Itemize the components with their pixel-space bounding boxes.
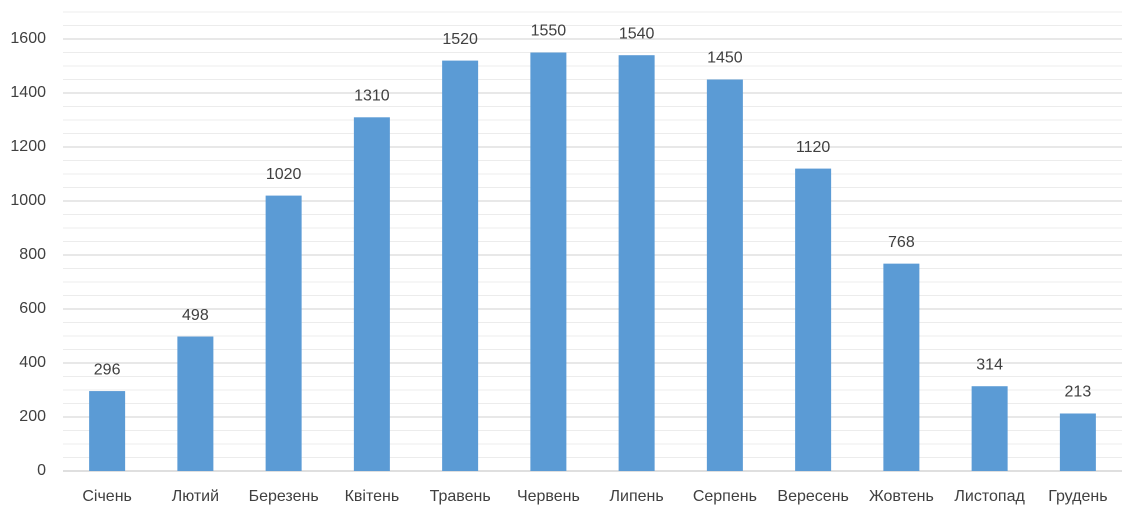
x-tick-label: Травень bbox=[430, 488, 491, 505]
x-tick-label: Жовтень bbox=[869, 488, 934, 505]
x-tick-label: Серпень bbox=[693, 488, 757, 505]
x-tick-label: Грудень bbox=[1048, 488, 1107, 505]
y-tick-label: 400 bbox=[19, 354, 46, 371]
value-label: 296 bbox=[94, 361, 121, 378]
x-tick-label: Вересень bbox=[777, 488, 848, 505]
y-tick-label: 200 bbox=[19, 408, 46, 425]
value-label: 498 bbox=[182, 307, 209, 324]
value-label: 1310 bbox=[354, 88, 390, 105]
value-label: 1540 bbox=[619, 25, 655, 42]
bar bbox=[971, 386, 1008, 471]
value-label: 1520 bbox=[442, 31, 478, 48]
y-tick-label: 1200 bbox=[10, 138, 46, 155]
bar bbox=[353, 117, 390, 472]
bar bbox=[883, 263, 920, 471]
x-tick-label: Червень bbox=[517, 488, 580, 505]
bar bbox=[618, 55, 655, 471]
bar bbox=[530, 52, 567, 471]
bar bbox=[795, 168, 832, 471]
x-tick-label: Листопад bbox=[954, 488, 1025, 505]
x-tick-label: Квітень bbox=[345, 488, 400, 505]
y-tick-label: 1600 bbox=[10, 30, 46, 47]
y-tick-label: 800 bbox=[19, 246, 46, 263]
y-tick-label: 1000 bbox=[10, 192, 46, 209]
value-label: 314 bbox=[976, 356, 1003, 373]
x-tick-label: Січень bbox=[82, 488, 132, 505]
y-tick-label: 0 bbox=[37, 462, 46, 479]
bar bbox=[89, 391, 126, 471]
x-tick-label: Лютий bbox=[172, 488, 219, 505]
y-tick-label: 600 bbox=[19, 300, 46, 317]
bar bbox=[442, 60, 479, 471]
bar bbox=[706, 79, 743, 471]
value-label: 1120 bbox=[796, 139, 831, 156]
x-tick-label: Липень bbox=[610, 488, 664, 505]
value-label: 1550 bbox=[531, 23, 567, 40]
bar bbox=[1059, 413, 1096, 471]
value-label: 213 bbox=[1065, 384, 1092, 401]
bar bbox=[177, 336, 214, 471]
x-tick-label: Березень bbox=[249, 488, 319, 505]
value-label: 768 bbox=[888, 234, 915, 251]
y-tick-label: 1400 bbox=[10, 84, 46, 101]
value-label: 1020 bbox=[266, 166, 302, 183]
value-label: 1450 bbox=[707, 50, 743, 67]
bar bbox=[265, 195, 302, 471]
